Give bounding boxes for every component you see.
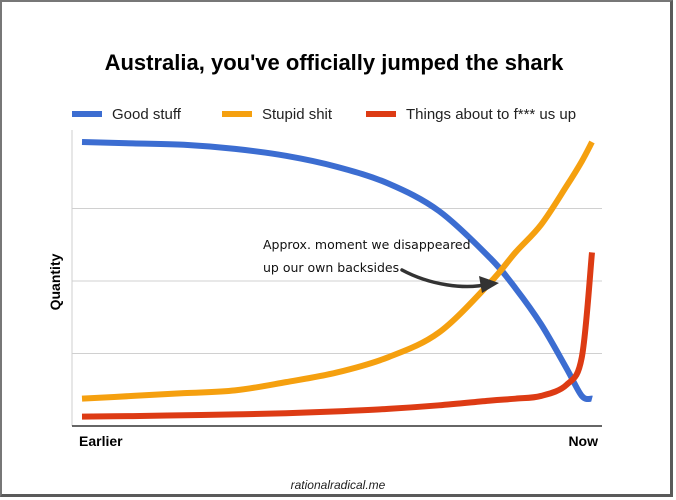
annotation-arrowhead	[479, 276, 499, 293]
series-line-good-stuff	[81, 139, 593, 403]
series-lines	[81, 139, 595, 420]
legend-item: Stupid shit	[222, 106, 333, 123]
legend-swatch	[72, 111, 102, 117]
x-tick-earlier: Earlier	[79, 433, 123, 449]
legend-label: Stupid shit	[262, 106, 333, 123]
annotation: Approx. moment we disappeared up our own…	[263, 237, 499, 293]
legend-swatch	[222, 111, 252, 117]
series-line-things-about-to-f-us-up	[81, 252, 595, 420]
legend: Good stuff Stupid shit Things about to f**…	[72, 106, 576, 123]
annotation-arrow	[400, 268, 491, 289]
legend-item: Things about to f*** us up	[366, 106, 576, 123]
annotation-line-2: up our own backsides	[263, 260, 399, 275]
series-line-stupid-shit	[81, 140, 595, 402]
y-axis-label: Quantity	[47, 253, 63, 310]
gridlines	[71, 130, 602, 427]
legend-label: Good stuff	[112, 106, 182, 123]
legend-label: Things about to f*** us up	[406, 106, 576, 123]
legend-item: Good stuff	[72, 106, 182, 123]
footer-credit: rationalradical.me	[290, 478, 386, 492]
x-tick-now: Now	[568, 433, 598, 449]
legend-swatch	[366, 111, 396, 117]
annotation-line-1: Approx. moment we disappeared	[263, 237, 471, 252]
chart-title: Australia, you've officially jumped the …	[104, 50, 564, 75]
